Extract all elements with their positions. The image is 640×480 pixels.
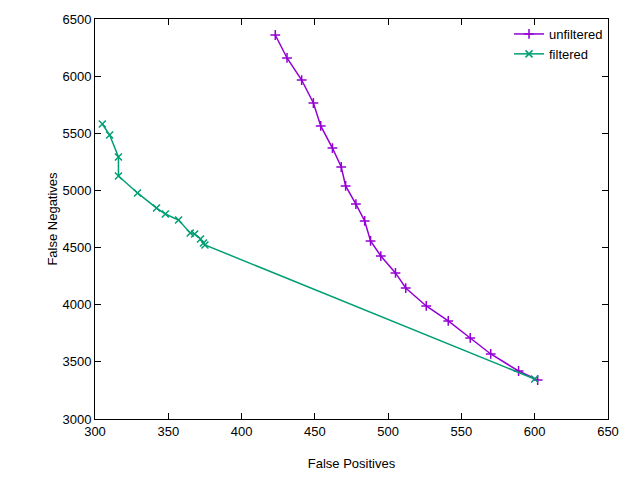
svg-text:4500: 4500: [62, 240, 91, 255]
svg-text:unfiltered: unfiltered: [549, 27, 602, 42]
svg-text:500: 500: [377, 424, 399, 439]
svg-text:600: 600: [524, 424, 546, 439]
svg-text:False Negatives: False Negatives: [45, 172, 60, 266]
svg-text:350: 350: [157, 424, 179, 439]
svg-text:550: 550: [451, 424, 473, 439]
svg-text:5000: 5000: [62, 183, 91, 198]
svg-text:3000: 3000: [62, 412, 91, 427]
svg-text:450: 450: [304, 424, 326, 439]
svg-text:filtered: filtered: [549, 47, 588, 62]
svg-text:300: 300: [84, 424, 106, 439]
svg-text:5500: 5500: [62, 126, 91, 141]
svg-text:3500: 3500: [62, 354, 91, 369]
svg-text:400: 400: [231, 424, 253, 439]
svg-text:False Positives: False Positives: [308, 456, 396, 471]
svg-text:6000: 6000: [62, 69, 91, 84]
svg-text:6500: 6500: [62, 12, 91, 27]
svg-text:650: 650: [597, 424, 619, 439]
svg-text:4000: 4000: [62, 297, 91, 312]
